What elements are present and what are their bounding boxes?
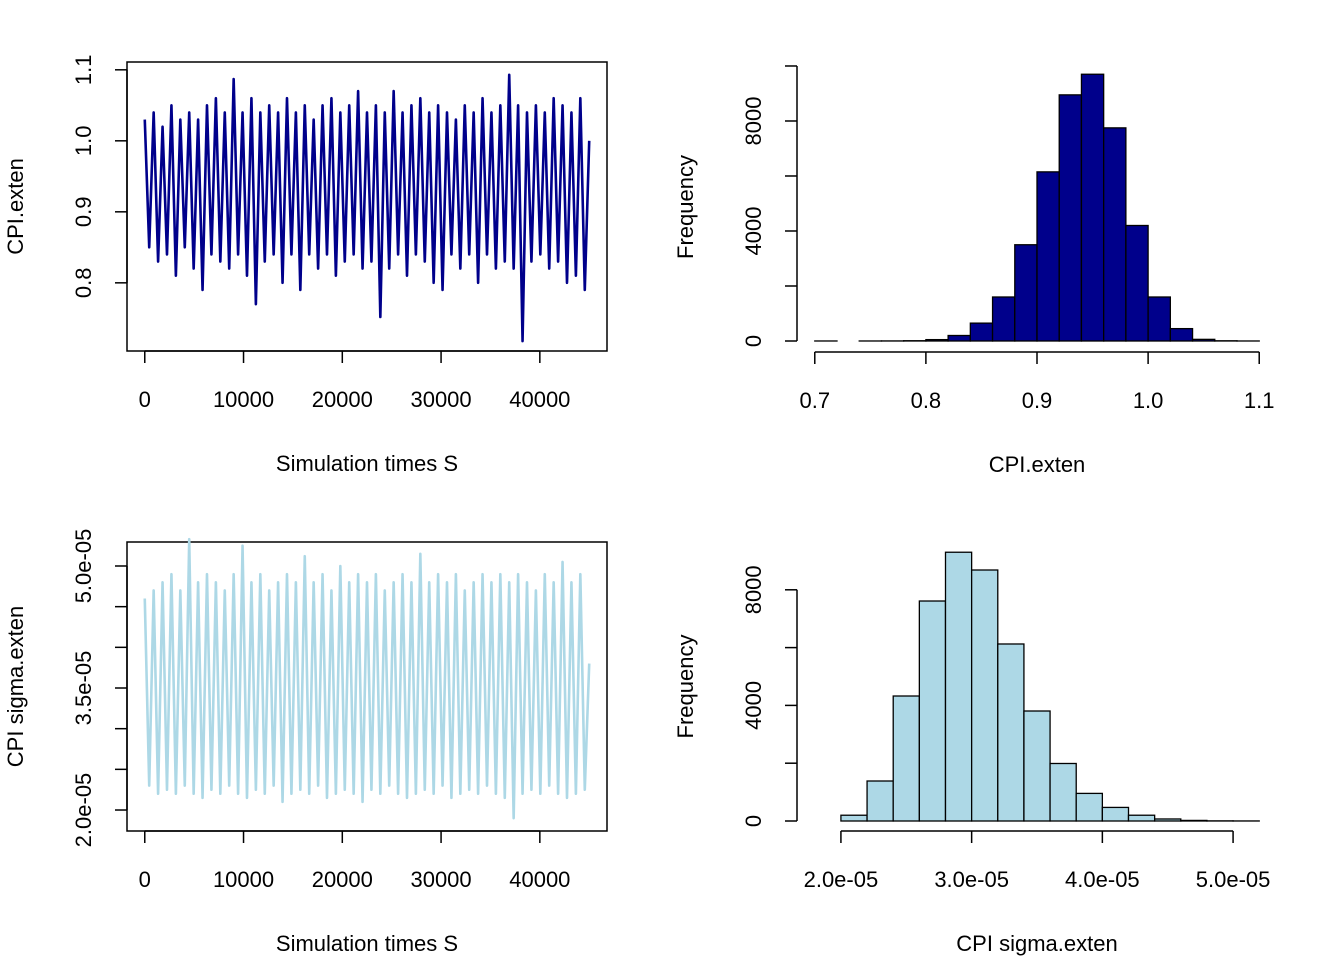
- x-tick-label: 0.7: [799, 388, 830, 413]
- histogram-bar: [944, 551, 973, 822]
- histogram-bar: [1191, 338, 1216, 342]
- x-tick-label: 3.0e-05: [934, 867, 1009, 892]
- histogram-bar: [1127, 814, 1156, 822]
- histogram-bar: [840, 814, 868, 822]
- histogram-bar: [970, 569, 999, 822]
- y-tick-label: 0: [741, 335, 766, 347]
- histogram-bar: [1147, 296, 1171, 342]
- histogram-bar: [997, 643, 1025, 822]
- x-tick-label: 5.0e-05: [1196, 867, 1271, 892]
- histogram-bar: [1058, 94, 1083, 342]
- histogram-bar: [918, 600, 947, 822]
- y-axis-title: CPI sigma.exten: [3, 606, 28, 767]
- histogram-bar: [947, 334, 971, 342]
- x-tick-label: 0.8: [911, 388, 942, 413]
- histogram-bar: [1101, 806, 1130, 822]
- y-tick-label: 4000: [741, 681, 766, 730]
- x-tick-label: 0: [139, 387, 151, 412]
- histogram-bar: [892, 695, 921, 822]
- histogram-bar: [1103, 127, 1127, 342]
- histogram-bar: [1036, 171, 1060, 342]
- histogram-bar: [969, 322, 994, 342]
- x-axis-title: CPI sigma.exten: [956, 931, 1117, 956]
- x-tick-label: 40000: [509, 867, 570, 892]
- histogram-bar: [925, 338, 949, 342]
- y-tick-label: 3.5e-05: [71, 651, 96, 726]
- y-tick-label: 0.8: [71, 268, 96, 299]
- y-tick-label: 8000: [741, 565, 766, 614]
- x-axis-title: Simulation times S: [276, 931, 458, 956]
- histogram-bar: [1180, 819, 1208, 822]
- y-axis-title: Frequency: [673, 635, 698, 739]
- histogram-bar: [1014, 244, 1038, 342]
- histogram-bar: [1075, 792, 1104, 822]
- x-tick-label: 30000: [410, 867, 471, 892]
- histogram-bar: [1125, 224, 1149, 342]
- trace-line: [143, 537, 591, 820]
- x-tick-label: 1.1: [1244, 388, 1275, 413]
- x-tick-label: 40000: [509, 387, 570, 412]
- x-tick-label: 1.0: [1133, 388, 1164, 413]
- x-tick-label: 30000: [410, 387, 471, 412]
- x-tick-label: 10000: [213, 867, 274, 892]
- x-tick-label: 0.9: [1022, 388, 1053, 413]
- x-tick-label: 2.0e-05: [804, 867, 879, 892]
- y-tick-label: 8000: [741, 97, 766, 146]
- x-tick-label: 20000: [312, 387, 373, 412]
- trace-line: [143, 73, 591, 343]
- histogram-bar: [1169, 327, 1194, 342]
- histogram-bar: [1153, 818, 1182, 822]
- histogram-bar: [1023, 710, 1051, 822]
- y-tick-label: 0: [741, 815, 766, 827]
- x-tick-label: 10000: [213, 387, 274, 412]
- y-tick-label: 2.0e-05: [71, 773, 96, 848]
- y-tick-label: 5.0e-05: [71, 529, 96, 604]
- y-tick-label: 1.1: [71, 55, 96, 86]
- histogram-bar: [1080, 73, 1105, 342]
- histogram-bar: [866, 780, 894, 822]
- x-tick-label: 0: [139, 867, 151, 892]
- histogram-bar: [1049, 762, 1077, 822]
- x-tick-label: 20000: [312, 867, 373, 892]
- y-tick-label: 0.9: [71, 197, 96, 228]
- x-axis-title: CPI.exten: [989, 452, 1086, 477]
- y-axis-title: Frequency: [673, 155, 698, 259]
- y-tick-label: 1.0: [71, 126, 96, 157]
- x-tick-label: 4.0e-05: [1065, 867, 1140, 892]
- y-tick-label: 4000: [741, 207, 766, 256]
- x-axis-title: Simulation times S: [276, 451, 458, 476]
- y-axis-title: CPI.exten: [3, 158, 28, 255]
- histogram-bar: [991, 296, 1016, 342]
